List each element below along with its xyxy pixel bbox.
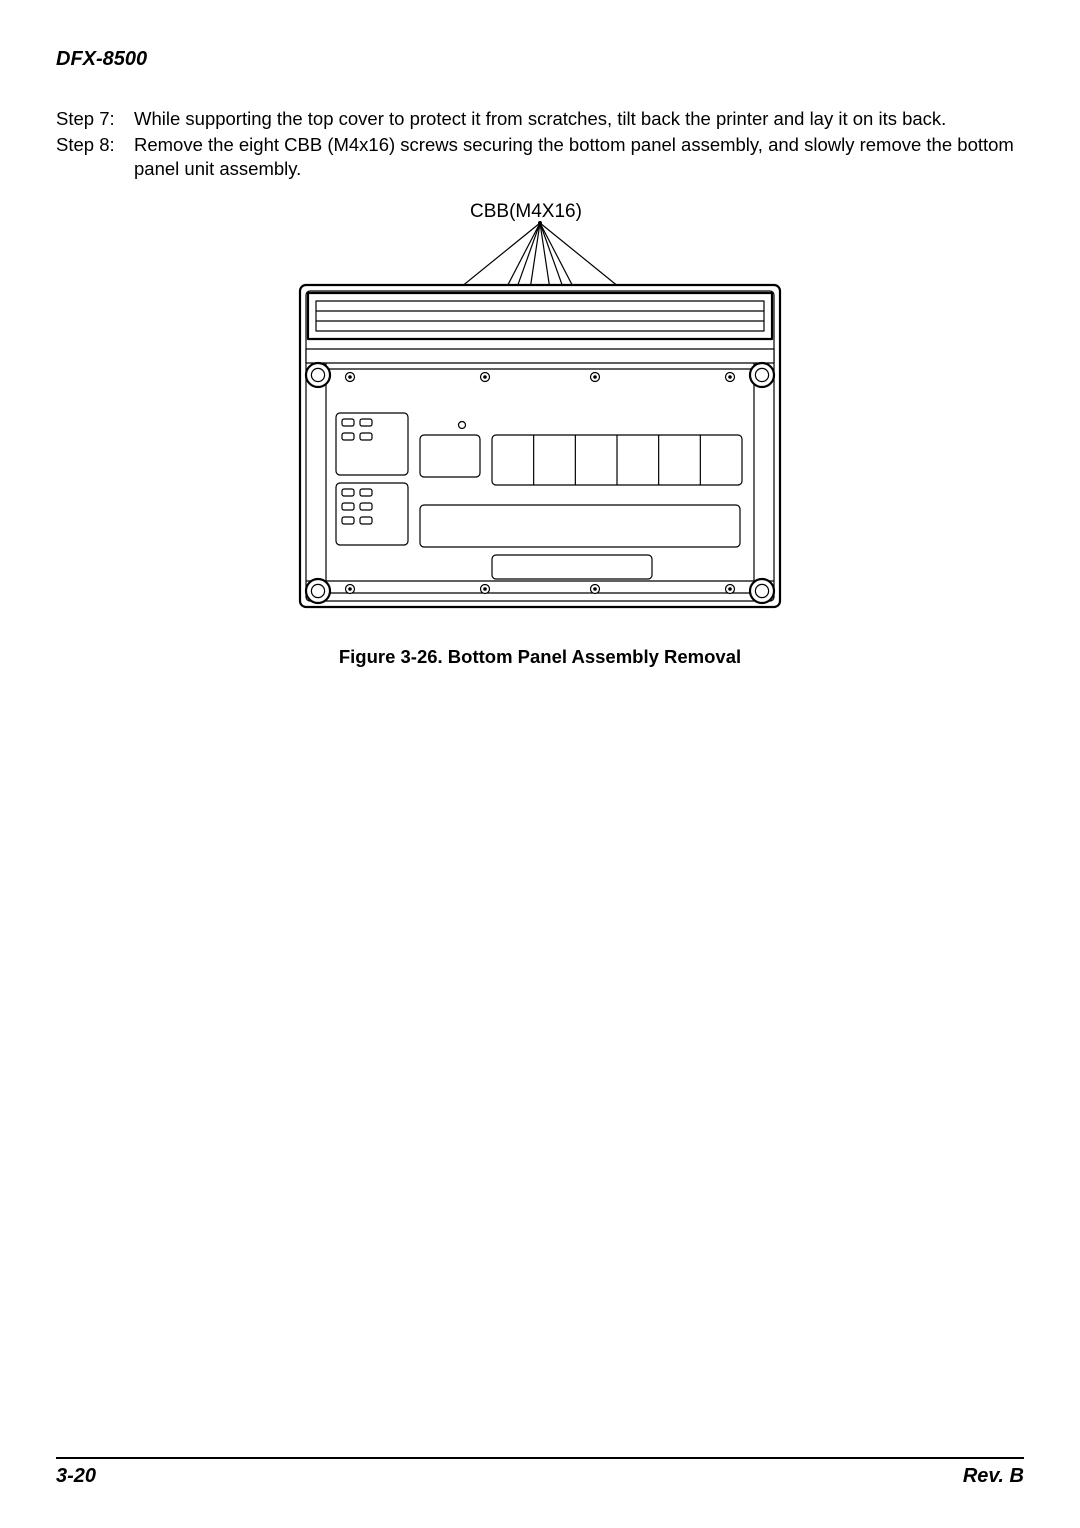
figure-container: CBB(M4X16) Figure 3-26. Bottom Panel Ass… <box>56 205 1024 668</box>
callout-label: CBB(M4X16) <box>470 201 582 223</box>
step-label: Step 8: <box>56 133 134 181</box>
step-label: Step 7: <box>56 107 134 131</box>
step-item: Step 7: While supporting the top cover t… <box>56 107 1024 131</box>
step-text: While supporting the top cover to protec… <box>134 107 1024 131</box>
page-footer: 3-20 Rev. B <box>56 1457 1024 1488</box>
page-number: 3-20 <box>56 1465 96 1488</box>
step-text: Remove the eight CBB (M4x16) screws secu… <box>134 133 1024 181</box>
page-header: DFX-8500 <box>56 48 1024 71</box>
steps-list: Step 7: While supporting the top cover t… <box>56 107 1024 181</box>
step-item: Step 8: Remove the eight CBB (M4x16) scr… <box>56 133 1024 181</box>
diagram-svg <box>260 205 820 625</box>
model-label: DFX-8500 <box>56 48 147 70</box>
figure-caption: Figure 3-26. Bottom Panel Assembly Remov… <box>56 646 1024 668</box>
revision-label: Rev. B <box>963 1465 1024 1488</box>
figure-callout-wrap: CBB(M4X16) <box>260 205 820 625</box>
